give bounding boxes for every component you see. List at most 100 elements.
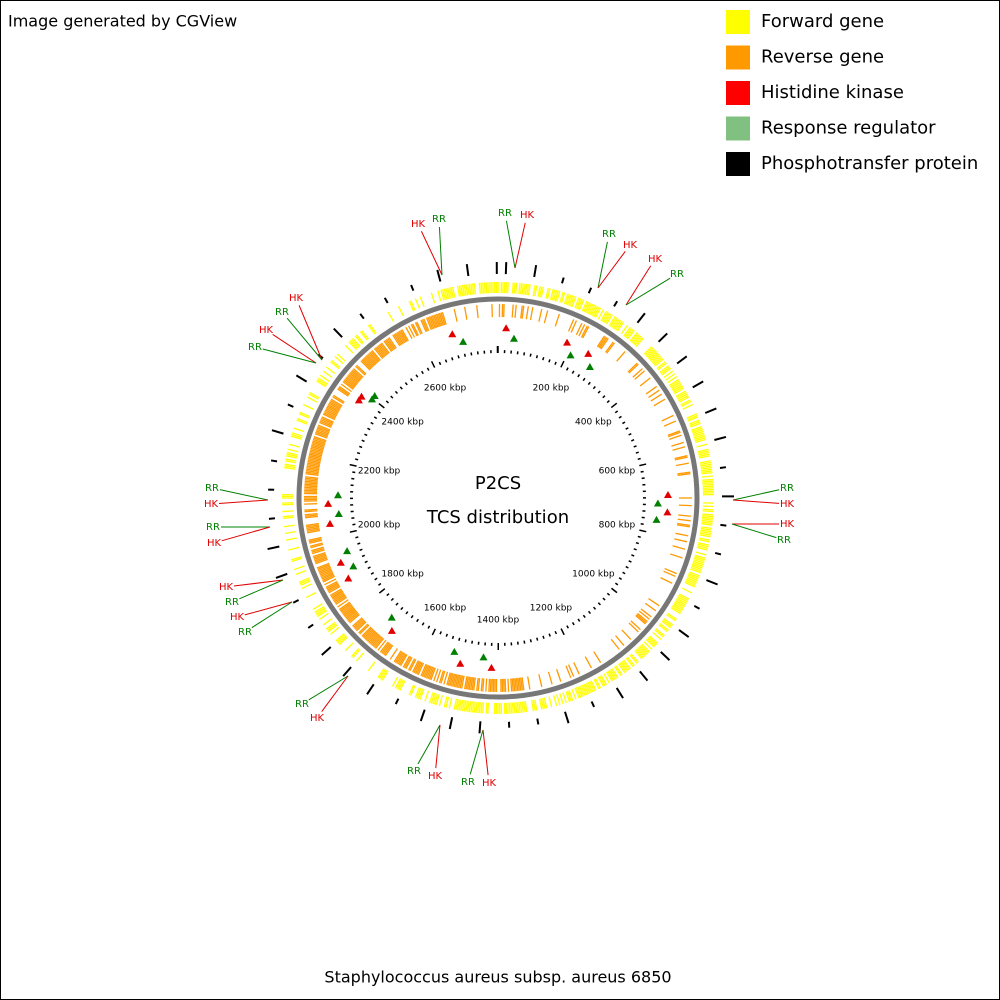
reverse-gene (306, 464, 320, 468)
forward-gene (408, 684, 415, 696)
reverse-gene (304, 489, 318, 492)
reverse-gene (661, 414, 674, 422)
forward-gene (367, 324, 376, 335)
forward-gene (510, 702, 513, 714)
ruler-tick (470, 352, 473, 356)
forward-gene (690, 566, 702, 572)
ruler-tick (361, 439, 365, 443)
ruler-tick (370, 421, 374, 425)
reverse-gene (370, 634, 380, 645)
reverse-gene (335, 596, 348, 606)
feature-marker (450, 647, 459, 655)
ruler-tick (438, 361, 442, 366)
forward-gene (681, 587, 693, 594)
forward-gene (326, 623, 337, 631)
forward-gene (518, 701, 521, 713)
reverse-gene (339, 602, 352, 612)
reverse-gene (598, 336, 607, 348)
ruler-tick (377, 410, 381, 414)
forward-gene (611, 668, 619, 678)
ruler-tick (359, 548, 363, 552)
reverse-gene (382, 643, 391, 655)
ruler-tick (622, 571, 626, 575)
reverse-gene (351, 370, 362, 380)
reverse-gene (326, 582, 339, 590)
forward-gene (648, 350, 658, 360)
outer-tick (270, 459, 278, 463)
outer-tick (321, 646, 332, 656)
outer-tick (564, 711, 570, 724)
forward-gene (677, 393, 688, 400)
forward-gene (700, 529, 712, 533)
forward-gene (701, 470, 713, 473)
reverse-gene (669, 553, 683, 559)
forward-gene (534, 285, 538, 297)
reverse-gene (645, 385, 658, 395)
forward-gene (465, 284, 469, 296)
ruler-tick (349, 529, 357, 533)
forward-gene (330, 626, 340, 635)
reverse-gene (371, 635, 381, 646)
reverse-gene (416, 662, 423, 675)
reverse-gene (314, 557, 328, 563)
forward-gene (594, 678, 602, 689)
reverse-gene (376, 346, 386, 358)
forward-gene (641, 643, 650, 653)
reverse-gene (309, 449, 323, 454)
forward-gene (424, 690, 430, 702)
reverse-gene (605, 341, 614, 353)
reverse-gene (329, 588, 342, 597)
forward-gene (625, 329, 634, 339)
forward-gene (695, 438, 707, 443)
reverse-gene (480, 678, 484, 692)
reverse-gene (628, 622, 639, 633)
reverse-gene (306, 524, 320, 528)
reverse-gene (397, 331, 406, 344)
reverse-gene (375, 347, 385, 359)
forward-gene (537, 286, 541, 298)
feature-marker (354, 396, 363, 404)
reverse-gene (435, 313, 442, 327)
reverse-gene (653, 398, 666, 407)
feature-label: RR (225, 597, 239, 608)
forward-gene (697, 543, 709, 548)
forward-gene (318, 612, 329, 620)
forward-gene (540, 286, 545, 298)
feature-label: RR (432, 214, 446, 225)
reverse-gene (538, 674, 543, 688)
reverse-gene (580, 325, 589, 338)
ruler-tick (637, 535, 641, 538)
forward-gene (284, 531, 296, 535)
ruler-tick (614, 582, 619, 586)
reverse-gene (476, 677, 479, 691)
reverse-gene (304, 515, 319, 519)
forward-gene (511, 282, 514, 294)
forward-gene (507, 282, 509, 294)
forward-gene (285, 458, 297, 462)
reverse-gene (677, 473, 691, 476)
ruler-tick (451, 357, 454, 361)
feature-label: HK (310, 713, 325, 724)
reverse-gene (407, 325, 416, 338)
reverse-gene (352, 369, 363, 379)
feature-label: HK (780, 519, 795, 530)
forward-gene (631, 334, 641, 344)
forward-gene (665, 373, 676, 381)
forward-gene (325, 366, 336, 375)
forward-gene (293, 565, 305, 571)
forward-gene (286, 537, 298, 541)
forward-gene (352, 337, 361, 347)
reverse-gene (389, 648, 398, 660)
forward-gene (589, 681, 596, 692)
forward-gene (287, 448, 299, 453)
reverse-gene (306, 468, 320, 472)
outer-tick (359, 313, 365, 320)
feature-leader (417, 724, 441, 765)
reverse-gene (476, 305, 479, 319)
legend-label: Phosphotransfer protein (761, 153, 978, 174)
reverse-gene (313, 554, 327, 561)
ruler-tick (458, 637, 461, 641)
forward-gene (414, 687, 421, 698)
ruler-tick (602, 395, 606, 399)
reverse-gene (324, 578, 337, 586)
